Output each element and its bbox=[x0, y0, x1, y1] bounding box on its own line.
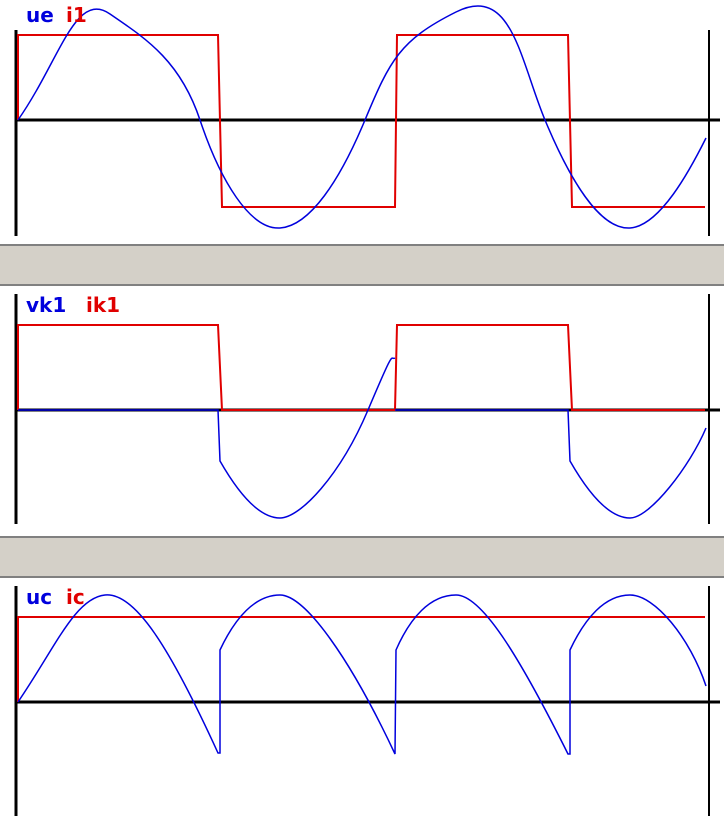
trace-ic bbox=[17, 616, 705, 702]
waveform-plot-2: vk1 ik1 bbox=[14, 293, 720, 524]
label-i1: i1 bbox=[66, 3, 87, 27]
trace-uc bbox=[17, 594, 707, 755]
waveform-plot-1: ue i1 bbox=[14, 3, 720, 236]
waveform-panel-vk1-ik1: vk1 ik1 bbox=[0, 286, 724, 536]
waveform-plot-3: uc ic bbox=[14, 585, 720, 816]
trace-ik1 bbox=[17, 324, 705, 411]
panel-splitter-1[interactable] bbox=[0, 244, 724, 286]
label-ue: ue bbox=[26, 3, 54, 27]
label-vk1: vk1 bbox=[26, 293, 66, 317]
label-uc: uc bbox=[26, 585, 52, 609]
waveform-panel-ue-i1: ue i1 bbox=[0, 0, 724, 244]
waveform-panel-uc-ic: uc ic bbox=[0, 578, 724, 820]
label-ic: ic bbox=[66, 585, 85, 609]
panel-splitter-2[interactable] bbox=[0, 536, 724, 578]
label-ik1: ik1 bbox=[86, 293, 120, 317]
trace-i1 bbox=[17, 34, 705, 208]
trace-vk1 bbox=[18, 357, 707, 519]
trace-ue bbox=[17, 5, 707, 229]
